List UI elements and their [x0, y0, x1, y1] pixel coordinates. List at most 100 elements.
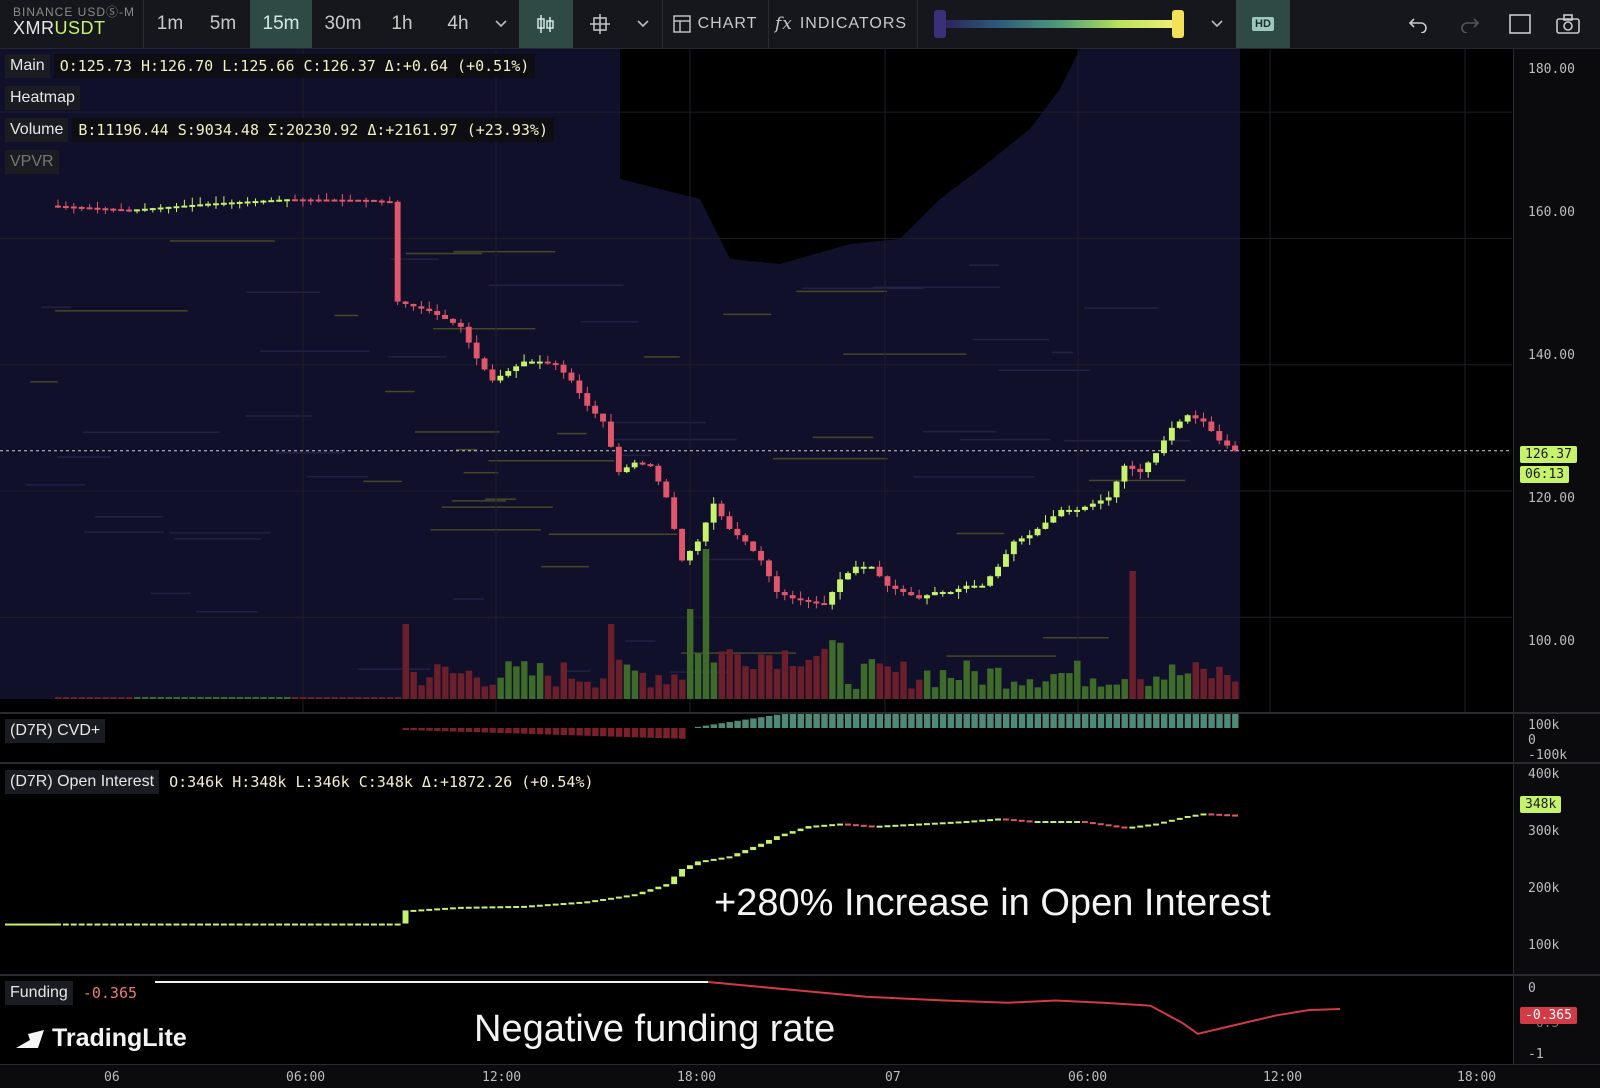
oi-candle	[947, 821, 954, 824]
volume-legend[interactable]: Volume B:11196.44 S:9034.48 Σ:20230.92 Δ…	[5, 118, 554, 142]
volume-bar	[552, 686, 560, 699]
volume-bar	[339, 697, 346, 699]
cvd-bar	[1208, 714, 1215, 728]
heatmap-legend[interactable]: Heatmap	[5, 86, 80, 110]
indicators-button[interactable]: fx INDICATORS	[771, 0, 911, 48]
cvd-bar	[1010, 714, 1018, 728]
tool-dropdown-chevron-icon[interactable]	[628, 0, 658, 48]
oi-candle	[694, 861, 701, 866]
volume-bar	[536, 663, 544, 699]
oi-candle	[560, 903, 567, 906]
undo-icon[interactable]	[1400, 0, 1436, 48]
volume-bar	[173, 697, 180, 699]
timeframe-30m-button[interactable]: 30m	[324, 13, 362, 34]
funding-legend[interactable]: Funding -0.365	[5, 981, 144, 1005]
slider-handle-low[interactable]	[934, 10, 946, 38]
cvd-bar	[758, 717, 765, 728]
cvd-bar	[576, 728, 583, 736]
candle	[1192, 415, 1199, 419]
volume-bar	[1121, 679, 1128, 699]
candles-chart-type-icon[interactable]	[519, 0, 573, 48]
volume-bar	[1105, 684, 1113, 699]
volume-bar	[829, 640, 836, 699]
cvd-bar	[1050, 714, 1057, 728]
oi-candle	[402, 910, 409, 924]
liquidity-streak	[959, 438, 1051, 441]
candle	[1137, 468, 1144, 473]
volume-bar	[860, 663, 868, 699]
cvd-bar	[710, 724, 718, 728]
oi-candle	[141, 923, 148, 926]
vpvr-label[interactable]: VPVR	[5, 150, 59, 174]
open-interest-axis[interactable]: 400k 300k 200k 100k 348k	[1513, 764, 1600, 974]
oi-label[interactable]: (D7R) Open Interest	[5, 770, 160, 794]
volume-label[interactable]: Volume	[5, 118, 69, 142]
pane-divider[interactable]	[0, 762, 1600, 764]
timeframe-1h-button[interactable]: 1h	[391, 13, 413, 34]
cvd-bar	[402, 728, 409, 730]
main-label[interactable]: Main	[5, 54, 50, 78]
oi-candle	[773, 836, 780, 840]
timeframe-4h-button[interactable]: 4h	[447, 13, 469, 34]
slider-dropdown-chevron-icon[interactable]	[1202, 0, 1232, 48]
oi-legend[interactable]: (D7R) Open Interest O:346k H:348k L:346k…	[5, 770, 600, 794]
timeframe-1m-button[interactable]: 1m	[156, 13, 184, 34]
pane-divider[interactable]	[0, 712, 1600, 714]
chart-settings-button[interactable]: CHART	[665, 0, 765, 48]
volume-bar	[544, 675, 552, 699]
main-legend[interactable]: Main O:125.73 H:126.70 L:125.66 C:126.37…	[5, 54, 536, 78]
cvd-legend[interactable]: (D7R) CVD+	[5, 719, 106, 743]
volume-bar	[758, 654, 765, 699]
liquidity-streak	[84, 531, 165, 533]
hd-toggle-button[interactable]: HD	[1236, 0, 1290, 48]
cvd-bar	[947, 714, 955, 728]
open-interest-chart	[5, 813, 1238, 926]
candle	[718, 503, 725, 517]
funding-pane[interactable]	[0, 976, 1512, 1064]
timeframe-dropdown-chevron-icon[interactable]	[486, 0, 516, 48]
cvd-bar	[908, 714, 915, 728]
liquidity-streak	[451, 500, 507, 502]
cvd-bar	[481, 728, 488, 733]
pane-divider[interactable]	[0, 974, 1600, 976]
price-axis[interactable]: 180.00 160.00 140.00 120.00 100.00 126.3…	[1513, 49, 1600, 712]
cvd-pane[interactable]	[0, 714, 1512, 762]
funding-tick: -1	[1528, 1047, 1544, 1062]
crosshair-tool-icon[interactable]	[580, 0, 620, 48]
candle	[1082, 506, 1088, 510]
slider-handle-high[interactable]	[1172, 10, 1184, 38]
price-chart[interactable]	[0, 49, 1512, 712]
heatmap-label[interactable]: Heatmap	[5, 86, 80, 110]
main-chart-pane[interactable]	[0, 49, 1512, 712]
fullscreen-icon[interactable]	[1502, 0, 1538, 48]
volume-bar	[1026, 679, 1034, 699]
volume-bar	[181, 697, 188, 699]
screenshot-camera-icon[interactable]	[1550, 0, 1586, 48]
candle	[608, 421, 614, 447]
cvd-bar	[742, 719, 749, 728]
cvd-axis[interactable]: 100k 0 -100k	[1513, 714, 1600, 763]
funding-label[interactable]: Funding	[5, 981, 73, 1005]
cvd-bar	[1161, 714, 1168, 728]
volume-bar	[55, 697, 62, 699]
candle	[1003, 554, 1009, 567]
time-axis[interactable]: 06 06:00 12:00 18:00 07 06:00 12:00 18:0…	[0, 1064, 1600, 1088]
vpvr-legend[interactable]: VPVR	[5, 150, 59, 174]
candle	[228, 202, 235, 205]
candle	[1216, 431, 1223, 441]
candle	[750, 541, 757, 551]
volume-bar	[434, 664, 441, 699]
symbol-selector[interactable]: XMRUSDT	[13, 18, 106, 39]
volume-bar	[197, 697, 204, 699]
open-interest-pane[interactable]	[0, 764, 1512, 974]
liquidity-streak	[488, 284, 624, 287]
candle	[213, 203, 219, 206]
heatmap-intensity-slider[interactable]	[934, 7, 1186, 41]
funding-axis[interactable]: 0 -0.5 -1 -0.365	[1513, 976, 1600, 1064]
timeframe-5m-button[interactable]: 5m	[209, 13, 237, 34]
redo-icon[interactable]	[1452, 0, 1488, 48]
liquidity-streak	[57, 456, 111, 458]
oi-candle	[473, 906, 480, 909]
timeframe-15m-button[interactable]: 15m	[250, 0, 312, 48]
cvd-label[interactable]: (D7R) CVD+	[5, 719, 106, 743]
